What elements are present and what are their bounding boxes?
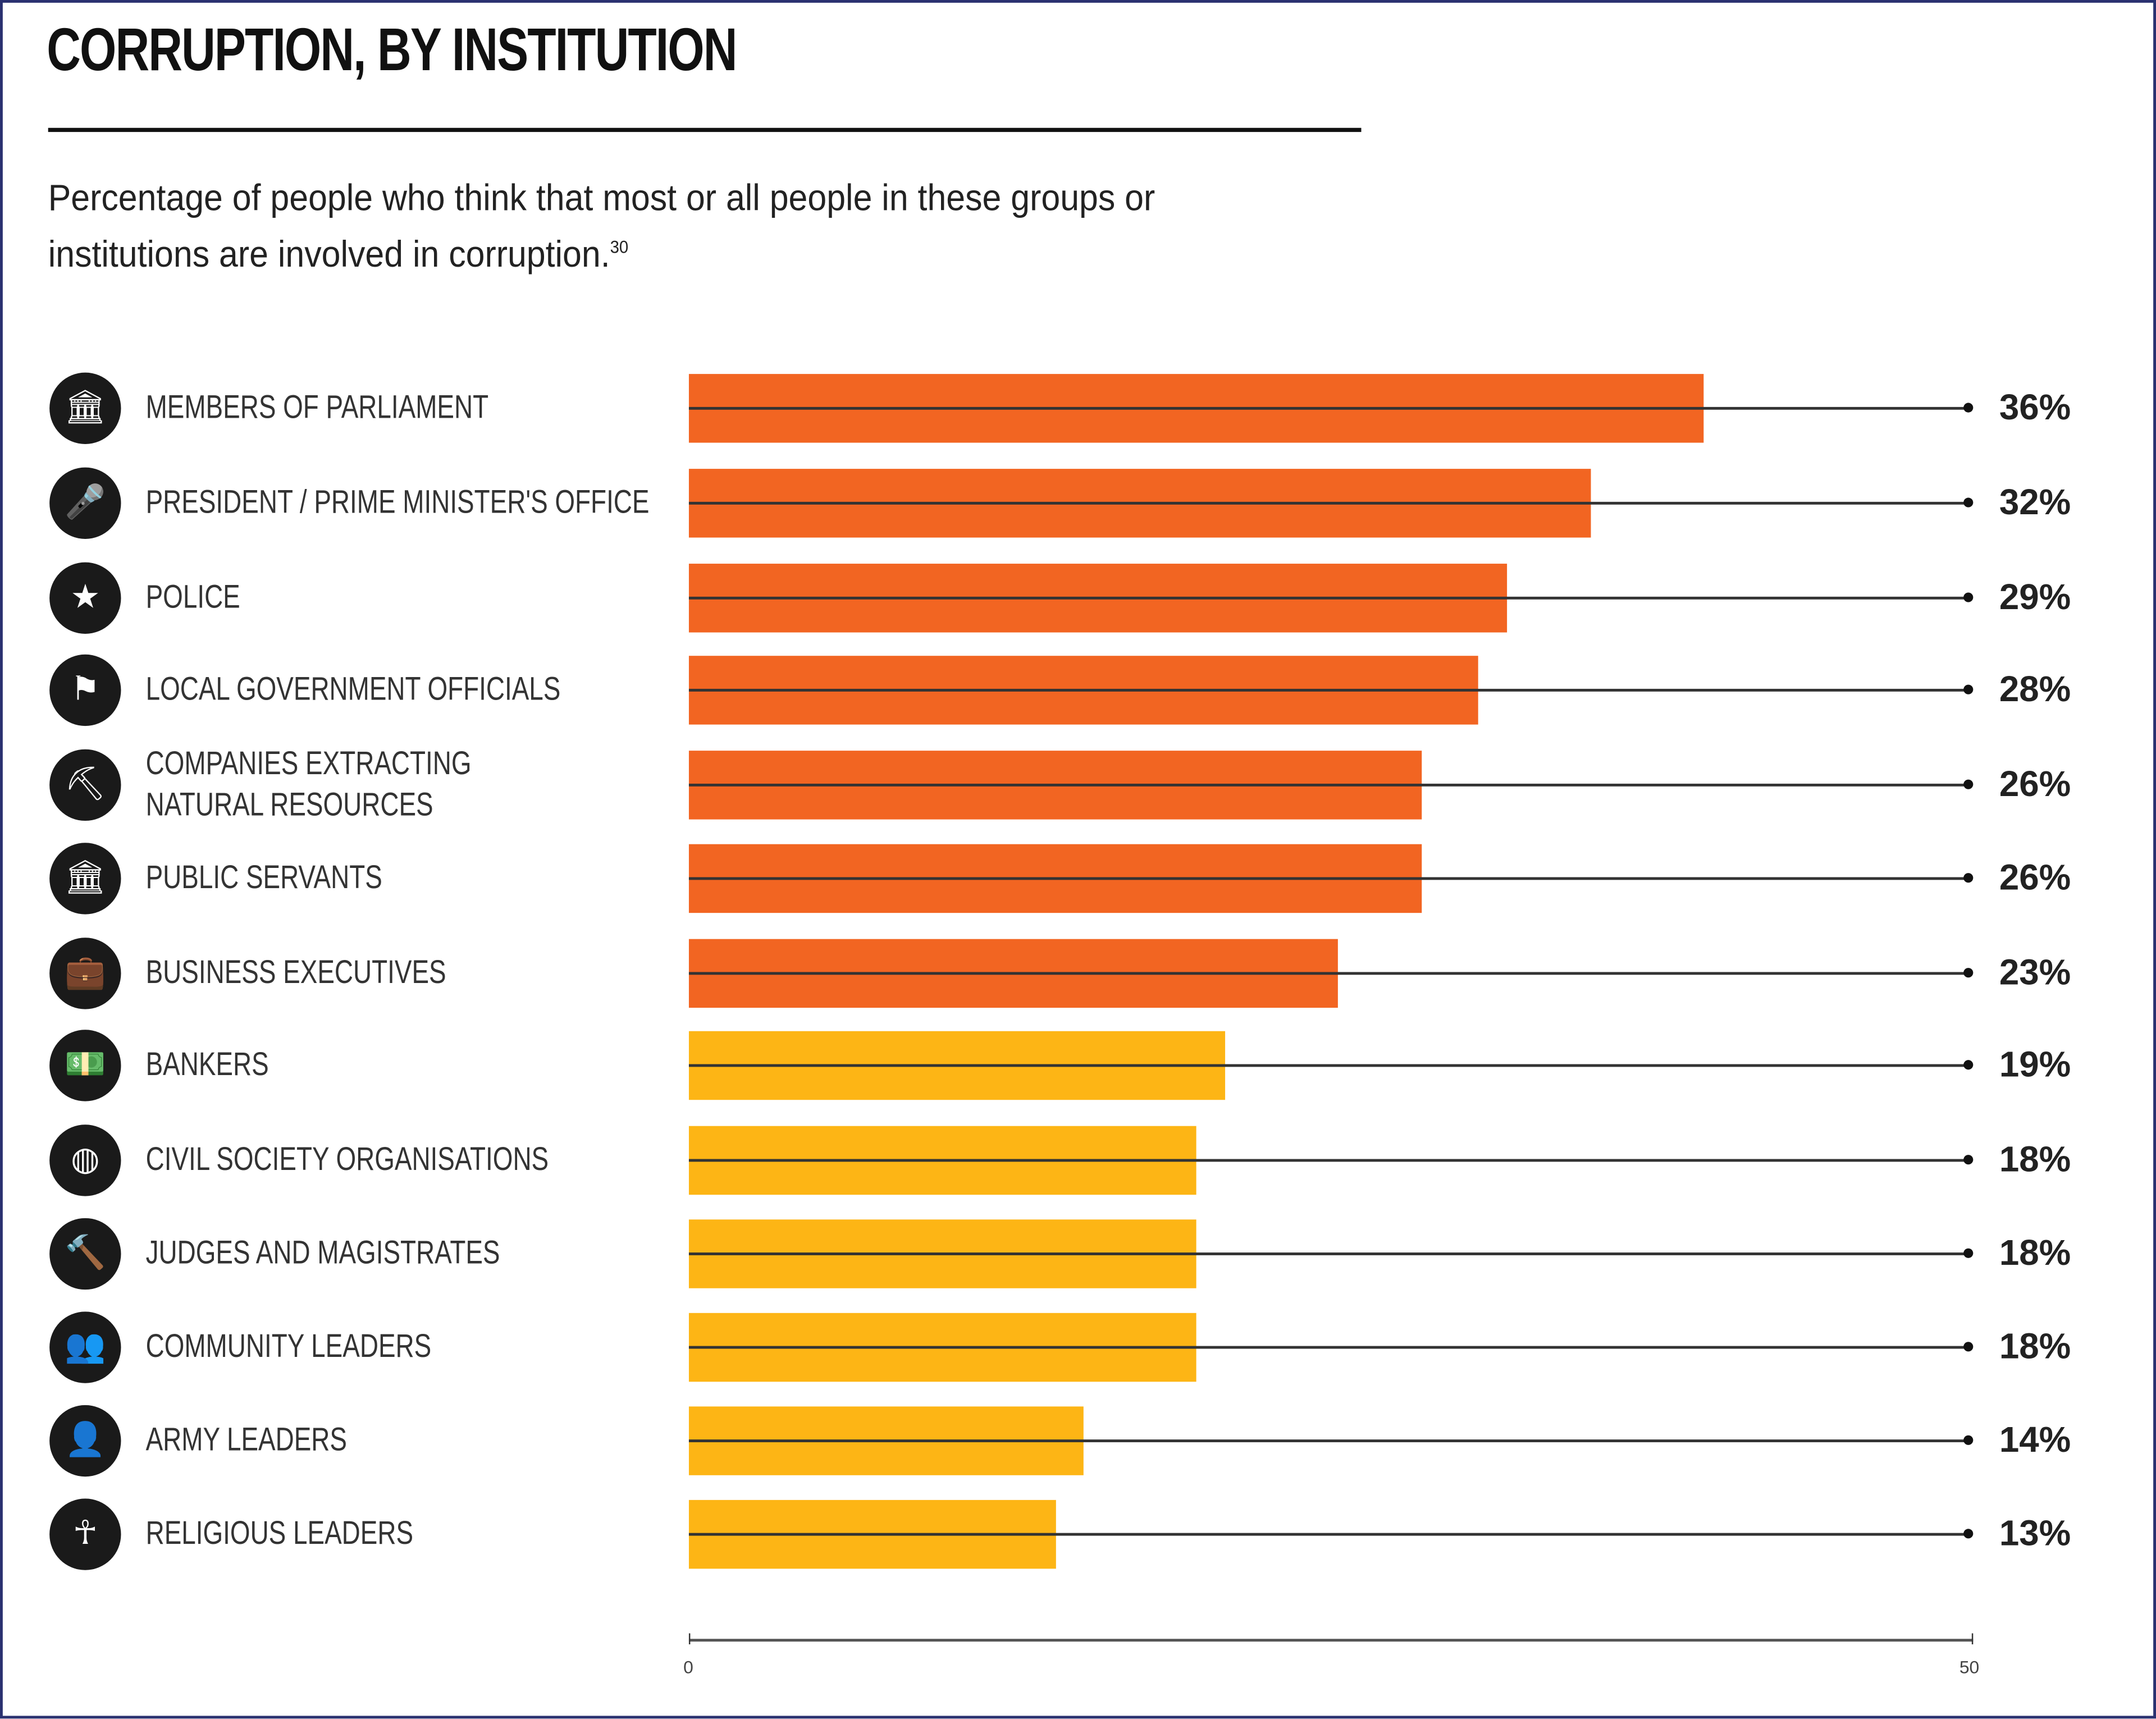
category-label: PUBLIC SERVANTS — [145, 859, 382, 897]
leader-line — [688, 596, 1969, 600]
leader-line — [688, 972, 1969, 975]
bar-row: ☥ RELIGIOUS LEADERS 13% — [3, 1493, 2156, 1576]
leader-line — [688, 406, 1969, 410]
footnote-ref: 30 — [610, 236, 629, 257]
leader-dot — [1963, 1529, 1974, 1539]
leader-line — [688, 1252, 1969, 1255]
chart-subtitle: Percentage of people who think that most… — [48, 173, 1313, 280]
title-divider — [48, 127, 1362, 132]
leader-line — [688, 783, 1969, 787]
category-label: CIVIL SOCIETY ORGANISATIONS — [145, 1141, 549, 1178]
leader-dot — [1963, 968, 1974, 978]
leader-line — [688, 1064, 1969, 1067]
leader-dot — [1963, 1248, 1974, 1258]
globe-icon: ◍ — [49, 1124, 121, 1196]
bar-row: 🏛 MEMBERS OF PARLIAMENT 36% — [3, 367, 2156, 450]
value-label: 18% — [1999, 1325, 2071, 1367]
value-label: 13% — [1999, 1512, 2071, 1554]
value-label: 26% — [1999, 856, 2071, 898]
leader-dot — [1963, 403, 1974, 413]
money-icon: 💵 — [49, 1030, 121, 1101]
bar-row: ⚑ LOCAL GOVERNMENT OFFICIALS 28% — [3, 649, 2156, 732]
value-label: 28% — [1999, 668, 2071, 710]
value-label: 36% — [1999, 386, 2071, 428]
category-label: BUSINESS EXECUTIVES — [145, 954, 446, 991]
leader-line — [688, 1346, 1969, 1349]
x-tick-label: 0 — [683, 1657, 693, 1677]
value-label: 26% — [1999, 763, 2071, 804]
category-label: MEMBERS OF PARLIAMENT — [145, 389, 489, 427]
leader-dot — [1963, 1155, 1974, 1165]
category-label: JUDGES AND MAGISTRATES — [145, 1235, 500, 1272]
briefcase-icon: 💼 — [49, 938, 121, 1009]
bar-row: ⛏ COMPANIES EXTRACTING NATURAL RESOURCES 2… — [3, 744, 2156, 826]
leader-dot — [1963, 1435, 1974, 1445]
value-label: 23% — [1999, 951, 2071, 993]
category-label: ARMY LEADERS — [145, 1421, 347, 1459]
bar-row: ★ POLICE 29% — [3, 557, 2156, 639]
leader-dot — [1963, 684, 1974, 694]
x-tick — [1971, 1633, 1974, 1645]
category-label: BANKERS — [145, 1046, 269, 1083]
value-label: 19% — [1999, 1043, 2071, 1085]
x-axis — [688, 1639, 1974, 1642]
category-label: COMMUNITY LEADERS — [145, 1328, 432, 1365]
flag-icon: ⚑ — [49, 654, 121, 726]
bar-row: ◍ CIVIL SOCIETY ORGANISATIONS 18% — [3, 1119, 2156, 1201]
ankh-icon: ☥ — [49, 1498, 121, 1570]
bar-row: 👤 ARMY LEADERS 14% — [3, 1400, 2156, 1482]
leader-line — [688, 501, 1969, 505]
leader-dot — [1963, 779, 1974, 789]
category-label: COMPANIES EXTRACTING NATURAL RESOURCES — [145, 745, 472, 824]
leader-dot — [1963, 497, 1974, 508]
bank-icon: 🏛 — [49, 843, 121, 915]
pickaxe-icon: ⛏ — [49, 749, 121, 821]
leader-line — [688, 688, 1969, 692]
bar-row: 🎤 PRESIDENT / PRIME MINISTER'S OFFICE 32% — [3, 462, 2156, 545]
bar-row: 👥 COMMUNITY LEADERS 18% — [3, 1306, 2156, 1389]
category-label: LOCAL GOVERNMENT OFFICIALS — [145, 671, 561, 708]
value-label: 32% — [1999, 481, 2071, 523]
leader-dot — [1963, 873, 1974, 883]
bar-row: 🔨 JUDGES AND MAGISTRATES 18% — [3, 1213, 2156, 1295]
leader-dot — [1963, 1060, 1974, 1070]
x-tick — [688, 1633, 691, 1645]
value-label: 18% — [1999, 1232, 2071, 1273]
value-label: 14% — [1999, 1419, 2071, 1460]
category-label: RELIGIOUS LEADERS — [145, 1515, 414, 1552]
bar-row: 🏛 PUBLIC SERVANTS 26% — [3, 837, 2156, 920]
bar-row: 💵 BANKERS 19% — [3, 1025, 2156, 1107]
value-label: 18% — [1999, 1138, 2071, 1180]
leader-dot — [1963, 1342, 1974, 1352]
leader-line — [688, 1159, 1969, 1162]
value-label: 29% — [1999, 576, 2071, 618]
community-icon: 👥 — [49, 1311, 121, 1383]
soldier-icon: 👤 — [49, 1405, 121, 1477]
leader-line — [688, 1533, 1969, 1536]
gavel-icon: 🔨 — [49, 1218, 121, 1290]
bar-row: 💼 BUSINESS EXECUTIVES 23% — [3, 932, 2156, 1014]
microphone-icon: 🎤 — [49, 467, 121, 540]
parliament-icon: 🏛 — [49, 372, 121, 445]
subtitle-text: Percentage of people who think that most… — [48, 177, 1155, 275]
leader-dot — [1963, 592, 1974, 602]
leader-line — [688, 1439, 1969, 1443]
police-badge-icon: ★ — [49, 562, 121, 634]
chart-title: CORRUPTION, BY INSTITUTION — [47, 16, 737, 84]
category-label: PRESIDENT / PRIME MINISTER'S OFFICE — [145, 484, 650, 522]
category-label: POLICE — [145, 579, 240, 616]
x-tick-label: 50 — [1959, 1657, 1980, 1677]
leader-line — [688, 877, 1969, 880]
